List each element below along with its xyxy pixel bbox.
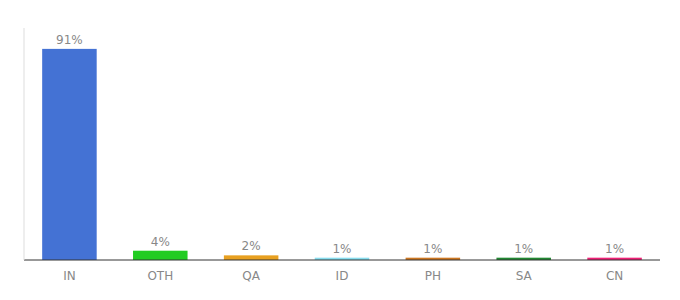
x-tick-label: QA [242, 269, 260, 283]
data-labels: 91% 4% 2% 1% 1% 1% 1% [56, 33, 624, 256]
x-tick-label: SA [516, 269, 533, 283]
chart: 91% 4% 2% 1% 1% 1% 1% IN OTH QA ID PH SA CN [0, 0, 680, 300]
chart-container: 91% 4% 2% 1% 1% 1% 1% IN OTH QA ID PH SA CN [0, 0, 680, 300]
y-axis-line [24, 28, 25, 260]
data-label: 91% [56, 33, 83, 47]
bar [133, 251, 188, 260]
x-axis: IN OTH QA ID PH SA CN [24, 260, 660, 283]
data-label: 1% [332, 242, 351, 256]
bar [42, 49, 97, 260]
x-tick-label: IN [63, 269, 76, 283]
x-axis-line [24, 260, 660, 261]
data-label: 1% [605, 242, 624, 256]
x-tick-label: PH [425, 269, 441, 283]
bar [224, 255, 279, 260]
data-label: 1% [514, 242, 533, 256]
x-tick-label: ID [336, 269, 349, 283]
x-tick-label: CN [606, 269, 623, 283]
x-tick-label: OTH [147, 269, 173, 283]
data-label: 1% [423, 242, 442, 256]
data-label: 2% [242, 239, 261, 253]
bars [42, 49, 642, 260]
data-label: 4% [151, 235, 170, 249]
